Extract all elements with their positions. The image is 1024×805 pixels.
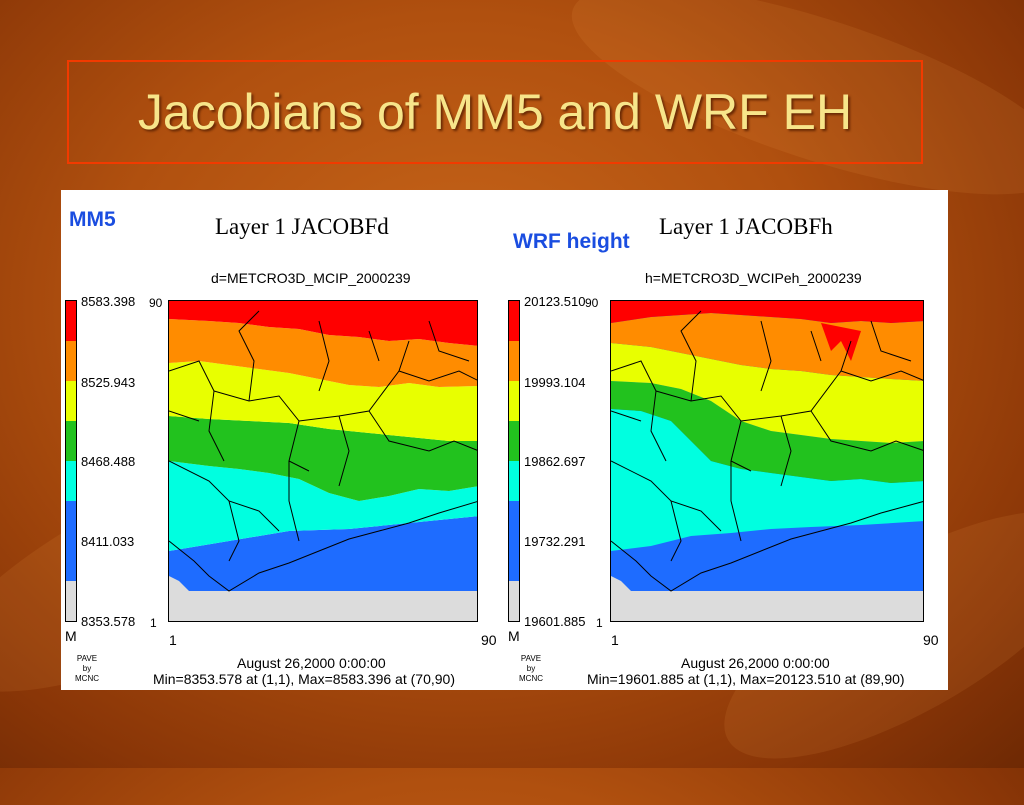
right-colorbar-label-4: 19732.291 bbox=[524, 534, 586, 549]
credit-line: MCNC bbox=[75, 674, 99, 683]
left-dataset-label: d=METCRO3D_MCIP_2000239 bbox=[211, 270, 411, 286]
left-top-index: 90 bbox=[149, 296, 163, 310]
wrf-height-label: WRF height bbox=[513, 230, 630, 253]
colorbar-segment-yellow bbox=[66, 381, 76, 421]
left-minmax: Min=8353.578 at (1,1), Max=8583.396 at (… bbox=[153, 671, 455, 687]
left-colorbar bbox=[65, 300, 77, 622]
colorbar-segment-cyan bbox=[66, 461, 76, 501]
left-x-start: 1 bbox=[169, 632, 177, 648]
left-map bbox=[168, 300, 478, 622]
mm5-label: MM5 bbox=[69, 208, 116, 231]
colorbar-segment-cyan bbox=[509, 461, 519, 501]
left-colorbar-label-2: 8525.943 bbox=[81, 375, 136, 390]
right-left-index: 1 bbox=[596, 616, 603, 630]
colorbar-segment-green bbox=[509, 421, 519, 461]
title-box: Jacobians of MM5 and WRF EH bbox=[67, 60, 923, 164]
slide-title: Jacobians of MM5 and WRF EH bbox=[137, 84, 853, 140]
right-top-index: 90 bbox=[585, 296, 599, 310]
colorbar-segment-yellow bbox=[509, 381, 519, 421]
figure-panel: MM5 Layer 1 JACOBFd d=METCRO3D_MCIP_2000… bbox=[61, 190, 948, 690]
right-colorbar-label-1: 20123.510 bbox=[524, 294, 586, 309]
left-date: August 26,2000 0:00:00 bbox=[237, 655, 386, 671]
colorbar-segment-blue bbox=[66, 541, 76, 581]
right-colorbar-label-3: 19862.697 bbox=[524, 454, 586, 469]
left-unit-label: M bbox=[65, 628, 77, 644]
right-colorbar-label-2: 19993.104 bbox=[524, 375, 586, 390]
colorbar-segment-red bbox=[66, 301, 76, 341]
credit-line: PAVE bbox=[76, 654, 98, 663]
colorbar-segment-light-blue bbox=[66, 501, 76, 541]
colorbar-segment-light-blue bbox=[509, 501, 519, 541]
right-dataset-label: h=METCRO3D_WCIPeh_2000239 bbox=[645, 270, 862, 286]
right-colorbar bbox=[508, 300, 520, 622]
colorbar-segment-green bbox=[66, 421, 76, 461]
credit-line: MCNC bbox=[519, 674, 543, 683]
left-colorbar-label-5: 8353.578 bbox=[81, 614, 136, 629]
colorbar-segment-gray bbox=[66, 581, 76, 621]
left-colorbar-label-4: 8411.033 bbox=[81, 534, 135, 549]
colorbar-segment-blue bbox=[509, 541, 519, 581]
right-date: August 26,2000 0:00:00 bbox=[681, 655, 830, 671]
right-credit: PAVE by MCNC bbox=[515, 654, 547, 684]
right-minmax: Min=19601.885 at (1,1), Max=20123.510 at… bbox=[587, 671, 905, 687]
credit-line: by bbox=[82, 664, 92, 673]
left-colorbar-label-1: 8583.398 bbox=[81, 294, 136, 309]
right-map bbox=[610, 300, 924, 622]
left-left-index: 1 bbox=[150, 616, 157, 630]
right-colorbar-label-5: 19601.885 bbox=[524, 614, 586, 629]
credit-line: by bbox=[526, 664, 536, 673]
colorbar-segment-orange bbox=[509, 341, 519, 381]
colorbar-segment-red bbox=[509, 301, 519, 341]
colorbar-segment-orange bbox=[66, 341, 76, 381]
left-x-end: 90 bbox=[481, 632, 497, 648]
credit-line: PAVE bbox=[520, 654, 542, 663]
right-unit-label: M bbox=[508, 628, 520, 644]
right-x-start: 1 bbox=[611, 632, 619, 648]
right-x-end: 90 bbox=[923, 632, 939, 648]
left-credit: PAVE by MCNC bbox=[71, 654, 103, 684]
colorbar-segment-gray bbox=[509, 581, 519, 621]
left-layer-title: Layer 1 JACOBFd bbox=[215, 214, 389, 239]
right-layer-title: Layer 1 JACOBFh bbox=[659, 214, 833, 239]
left-colorbar-label-3: 8468.488 bbox=[81, 454, 136, 469]
